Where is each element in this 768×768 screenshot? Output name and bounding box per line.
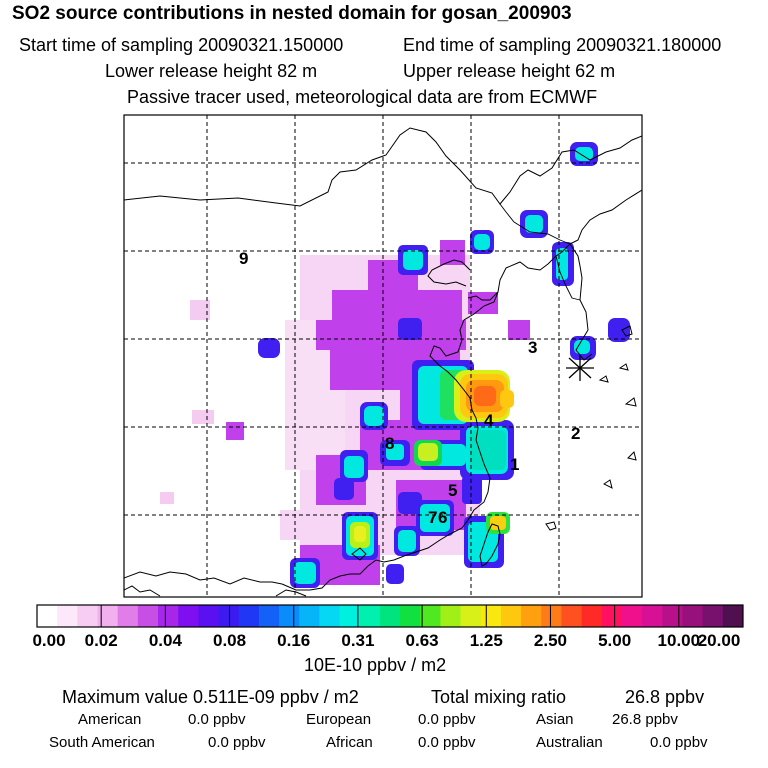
colorbar-swatch	[339, 605, 361, 627]
south-american-label: South American	[49, 734, 155, 751]
region-label-2: 2	[571, 424, 580, 443]
colorbar-swatch	[97, 605, 119, 627]
colorbar-tick-label: 1.25	[469, 631, 503, 650]
colorbar-swatch	[379, 605, 401, 627]
colorbar-swatch	[137, 605, 159, 627]
lower-release-height: Lower release height 82 m	[105, 61, 318, 81]
colorbar-ticks	[36, 605, 744, 627]
colorbar-tick-label: 2.50	[533, 631, 567, 650]
colorbar-swatch	[299, 605, 320, 627]
colorbar-swatch	[541, 605, 562, 627]
colorbar-swatch	[440, 605, 462, 627]
european-value: 0.0 ppbv	[418, 711, 476, 728]
colorbar-tick-label: 0.00	[32, 631, 66, 650]
colorbar-swatch	[117, 605, 139, 627]
african-value: 0.0 ppbv	[418, 734, 476, 751]
australian-value: 0.0 ppbv	[650, 734, 708, 751]
plot-frame	[123, 114, 643, 598]
colorbar-swatch	[500, 605, 522, 627]
colorbar	[37, 605, 744, 627]
colorbar-tick-label: 0.63	[405, 631, 439, 650]
european-label: European	[306, 711, 372, 728]
colorbar-swatch	[279, 605, 300, 627]
region-label-7: 7	[428, 508, 437, 527]
colorbar-swatch	[662, 605, 683, 627]
colorbar-swatch	[601, 605, 623, 627]
colorbar-swatch	[218, 605, 240, 627]
region-label-1: 1	[510, 455, 519, 474]
receptor-star-icon	[566, 355, 594, 381]
colorbar-swatch	[682, 605, 704, 627]
colorbar-swatch	[198, 605, 220, 627]
colorbar-swatch	[722, 605, 744, 627]
colorbar-tick-label: 0.04	[148, 631, 182, 650]
end-time-label: End time of sampling 20090321.180000	[403, 35, 722, 55]
region-label-3: 3	[528, 338, 537, 357]
colorbar-swatch	[77, 605, 99, 627]
american-value: 0.0 ppbv	[188, 711, 246, 728]
colorbar-swatch	[460, 605, 482, 627]
tracer-note: Passive tracer used, meteorological data…	[127, 87, 598, 107]
maximum-value: Maximum value 0.511E-09 ppbv / m2	[62, 687, 359, 707]
colorbar-unit: 10E-10 ppbv / m2	[304, 655, 447, 675]
total-mixing-ratio-value: 26.8 ppbv	[625, 687, 705, 707]
colorbar-tick-label: 20.00	[697, 631, 741, 650]
colorbar-swatch	[37, 605, 58, 627]
region-label-5: 5	[448, 481, 457, 500]
colorbar-tick-label: 5.00	[598, 631, 632, 650]
colorbar-tick-label: 0.16	[277, 631, 311, 650]
colorbar-swatch	[521, 605, 542, 627]
start-time-label: Start time of sampling 20090321.150000	[19, 35, 344, 55]
south-american-value: 0.0 ppbv	[208, 734, 266, 751]
american-label: American	[78, 711, 142, 728]
colorbar-swatch	[420, 605, 441, 627]
plot-title: SO2 source contributions in nested domai…	[12, 3, 572, 24]
colorbar-tick-label: 0.08	[212, 631, 247, 650]
region-label-4: 4	[484, 411, 494, 430]
total-mixing-ratio-label: Total mixing ratio	[431, 687, 567, 707]
colorbar-tick-label: 0.31	[341, 631, 375, 650]
asian-label: Asian	[536, 711, 574, 728]
colorbar-swatch	[480, 605, 502, 627]
colorbar-swatch	[621, 605, 643, 627]
colorbar-swatch	[178, 605, 199, 627]
colorbar-swatch	[581, 605, 603, 627]
colorbar-swatch	[400, 605, 421, 627]
lat-lon-grid	[124, 115, 642, 597]
colorbar-swatch	[702, 605, 724, 627]
hotspot-region	[454, 370, 514, 470]
asian-value: 26.8 ppbv	[612, 711, 678, 728]
australian-label: Australian	[536, 734, 603, 751]
colorbar-swatch	[258, 605, 280, 627]
colorbar-swatch	[319, 605, 341, 627]
region-label-9: 9	[239, 249, 248, 268]
region-label-6: 6	[438, 508, 447, 527]
country-borders	[499, 203, 581, 301]
colorbar-swatch	[57, 605, 78, 627]
upper-release-height: Upper release height 62 m	[403, 61, 616, 81]
colorbar-swatch	[642, 605, 663, 627]
colorbar-swatch	[238, 605, 260, 627]
african-label: African	[326, 734, 373, 751]
colorbar-tick-label: 0.02	[84, 631, 118, 650]
colorbar-swatch	[158, 605, 179, 627]
colorbar-swatch	[561, 605, 583, 627]
colorbar-tick-label: 10.00	[657, 631, 701, 650]
region-label-8: 8	[385, 434, 394, 453]
colorbar-swatch	[359, 605, 381, 627]
